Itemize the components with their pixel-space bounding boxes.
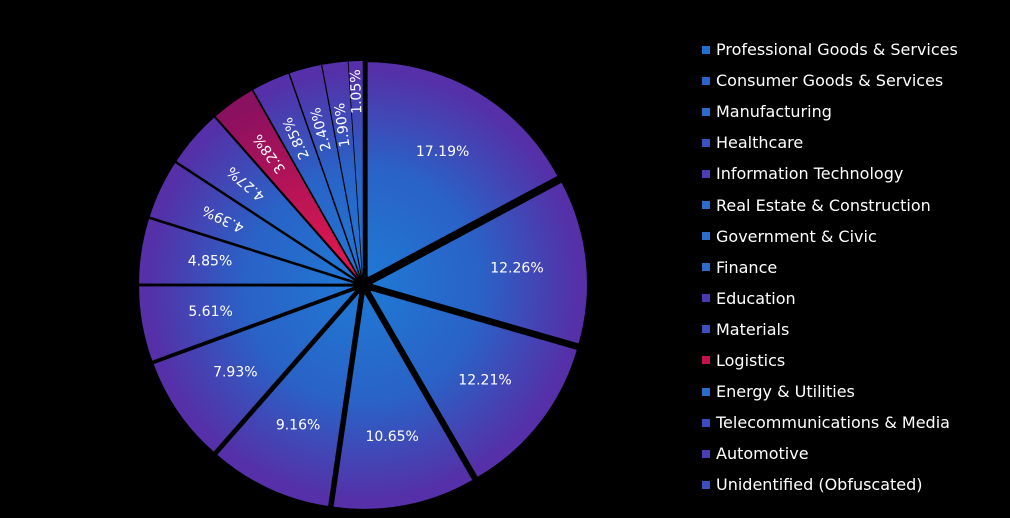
- pie-center: [353, 275, 373, 295]
- legend-label: Consumer Goods & Services: [716, 71, 944, 91]
- slice-government-and-civic: [139, 286, 355, 361]
- slice-materials: [176, 117, 357, 280]
- legend-swatch: [702, 76, 710, 85]
- legend-label: Education: [716, 288, 796, 308]
- legend: Professional Goods & Services Consumer Go…: [702, 34, 1002, 500]
- legend-swatch: [702, 138, 710, 147]
- legend-item-professional-goods-and-services: Professional Goods & Services: [702, 34, 1002, 65]
- legend-label: Telecommunications & Media: [716, 413, 950, 433]
- legend-label: Automotive: [716, 444, 809, 464]
- legend-swatch: [702, 480, 710, 489]
- slice-unidentified-obfuscated: [348, 61, 363, 277]
- legend-swatch: [702, 387, 710, 396]
- legend-item-finance: Finance: [702, 252, 1002, 283]
- legend-label: Healthcare: [716, 133, 804, 153]
- slice-automotive: [322, 61, 362, 277]
- legend-item-logistics: Logistics: [702, 345, 1002, 376]
- slice-label-government-and-civic: 5.61%: [188, 304, 232, 320]
- legend-label: Real Estate & Construction: [716, 195, 931, 215]
- pie-slices: [139, 61, 587, 509]
- legend-item-materials: Materials: [702, 314, 1002, 345]
- legend-label: Unidentified (Obfuscated): [716, 475, 923, 495]
- legend-label: Materials: [716, 319, 790, 339]
- legend-swatch: [702, 449, 710, 458]
- legend-item-unidentified-obfuscated: Unidentified (Obfuscated): [702, 469, 1002, 500]
- slice-label-healthcare: 10.65%: [365, 429, 418, 445]
- slice-real-estate-and-construction: [153, 290, 356, 452]
- slice-label-professional-goods-and-services: 17.19%: [416, 144, 469, 160]
- slice-label-finance: 4.85%: [188, 253, 232, 269]
- legend-label: Government & Civic: [716, 226, 877, 246]
- slice-logistics: [215, 90, 358, 278]
- legend-item-manufacturing: Manufacturing: [702, 96, 1002, 127]
- slice-education: [149, 163, 355, 282]
- legend-label: Manufacturing: [716, 102, 832, 122]
- legend-swatch: [702, 418, 710, 427]
- legend-label: Energy & Utilities: [716, 382, 855, 402]
- legend-item-education: Education: [702, 283, 1002, 314]
- legend-swatch: [702, 107, 710, 116]
- slice-professional-goods-and-services: [367, 62, 558, 278]
- slice-information-technology: [217, 293, 360, 506]
- slice-label-real-estate-and-construction: 7.93%: [213, 365, 257, 381]
- legend-label: Finance: [716, 257, 778, 277]
- legend-label: Information Technology: [716, 164, 904, 184]
- legend-item-healthcare: Healthcare: [702, 127, 1002, 158]
- legend-item-real-estate-and-construction: Real Estate & Construction: [702, 189, 1002, 220]
- legend-swatch: [702, 325, 710, 334]
- slice-manufacturing: [370, 290, 577, 477]
- slice-label-information-technology: 9.16%: [276, 418, 320, 434]
- slice-consumer-goods-and-services: [371, 182, 587, 344]
- slice-telecommunications-and-media: [289, 64, 361, 277]
- legend-item-automotive: Automotive: [702, 438, 1002, 469]
- slice-label-unidentified-obfuscated: 1.05%: [348, 69, 365, 114]
- legend-item-consumer-goods-and-services: Consumer Goods & Services: [702, 65, 1002, 96]
- legend-label: Logistics: [716, 350, 786, 370]
- legend-swatch: [702, 45, 710, 54]
- legend-swatch: [702, 201, 710, 210]
- slice-label-automotive: 1.90%: [332, 102, 353, 148]
- legend-item-energy-and-utilities: Energy & Utilities: [702, 376, 1002, 407]
- legend-label: Professional Goods & Services: [716, 40, 958, 60]
- slice-finance: [139, 218, 355, 284]
- legend-swatch: [702, 294, 710, 303]
- legend-item-telecommunications-and-media: Telecommunications & Media: [702, 407, 1002, 438]
- legend-swatch: [702, 232, 710, 241]
- slice-healthcare: [333, 293, 473, 509]
- slice-label-consumer-goods-and-services: 12.26%: [490, 261, 543, 277]
- slice-energy-and-utilities: [253, 73, 360, 277]
- legend-swatch: [702, 263, 710, 272]
- legend-swatch: [702, 356, 710, 365]
- legend-item-government-and-civic: Government & Civic: [702, 221, 1002, 252]
- legend-item-information-technology: Information Technology: [702, 158, 1002, 189]
- legend-swatch: [702, 169, 710, 178]
- slice-label-manufacturing: 12.21%: [458, 372, 511, 388]
